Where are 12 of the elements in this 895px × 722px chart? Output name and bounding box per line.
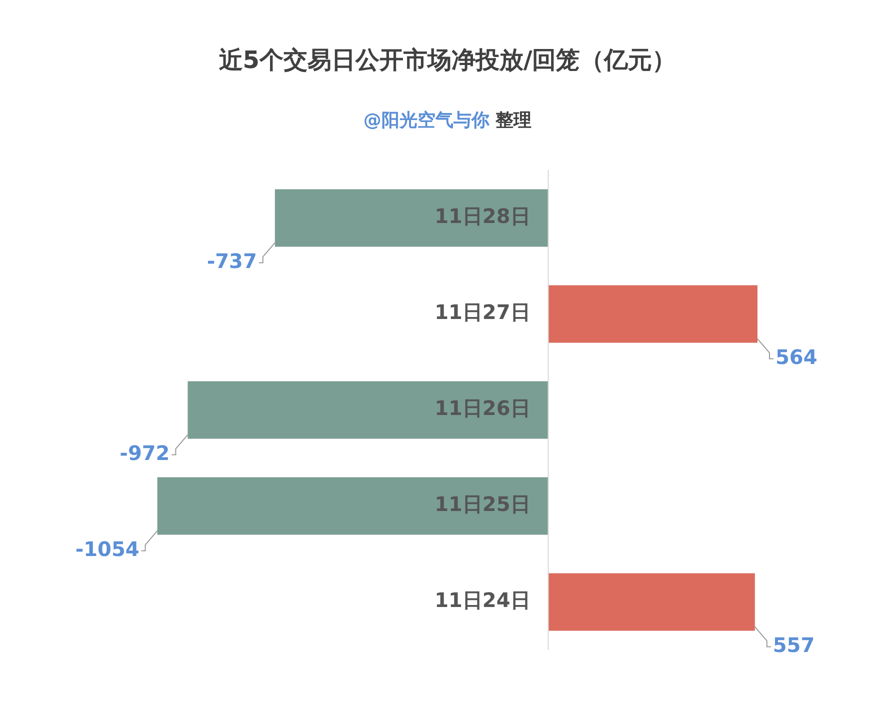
y-tick-label: 11日27日 [434, 300, 530, 324]
data-label: -1054 [75, 537, 140, 562]
data-label: -972 [120, 441, 170, 466]
chart-title: 近5个交易日公开市场净投放/回笼（亿元） [218, 45, 678, 76]
y-tick-label: 11日25日 [434, 492, 530, 516]
chart-subtitle: @阳光空气与你 整理 [362, 109, 533, 132]
data-label: 564 [775, 345, 818, 370]
y-tick-label: 11日28日 [434, 204, 530, 228]
data-label: 557 [772, 633, 815, 658]
y-tick-label: 11日26日 [434, 396, 530, 420]
data-label: -737 [206, 249, 257, 274]
y-tick-label: 11日24日 [434, 588, 530, 612]
